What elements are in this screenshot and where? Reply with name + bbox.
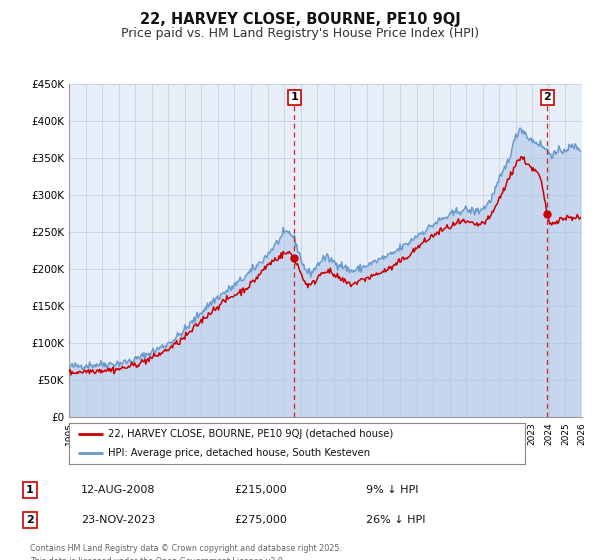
Text: 2: 2: [26, 515, 34, 525]
Text: £215,000: £215,000: [234, 485, 287, 495]
Text: £275,000: £275,000: [234, 515, 287, 525]
Text: 2: 2: [544, 92, 551, 102]
Text: Contains HM Land Registry data © Crown copyright and database right 2025.
This d: Contains HM Land Registry data © Crown c…: [30, 544, 342, 560]
Text: HPI: Average price, detached house, South Kesteven: HPI: Average price, detached house, Sout…: [108, 448, 370, 458]
Text: 12-AUG-2008: 12-AUG-2008: [81, 485, 155, 495]
Text: 1: 1: [26, 485, 34, 495]
Text: 1: 1: [290, 92, 298, 102]
Text: 23-NOV-2023: 23-NOV-2023: [81, 515, 155, 525]
Text: Price paid vs. HM Land Registry's House Price Index (HPI): Price paid vs. HM Land Registry's House …: [121, 27, 479, 40]
Text: 22, HARVEY CLOSE, BOURNE, PE10 9QJ: 22, HARVEY CLOSE, BOURNE, PE10 9QJ: [140, 12, 460, 27]
Text: 9% ↓ HPI: 9% ↓ HPI: [366, 485, 419, 495]
Text: 26% ↓ HPI: 26% ↓ HPI: [366, 515, 425, 525]
Text: 22, HARVEY CLOSE, BOURNE, PE10 9QJ (detached house): 22, HARVEY CLOSE, BOURNE, PE10 9QJ (deta…: [108, 430, 393, 439]
